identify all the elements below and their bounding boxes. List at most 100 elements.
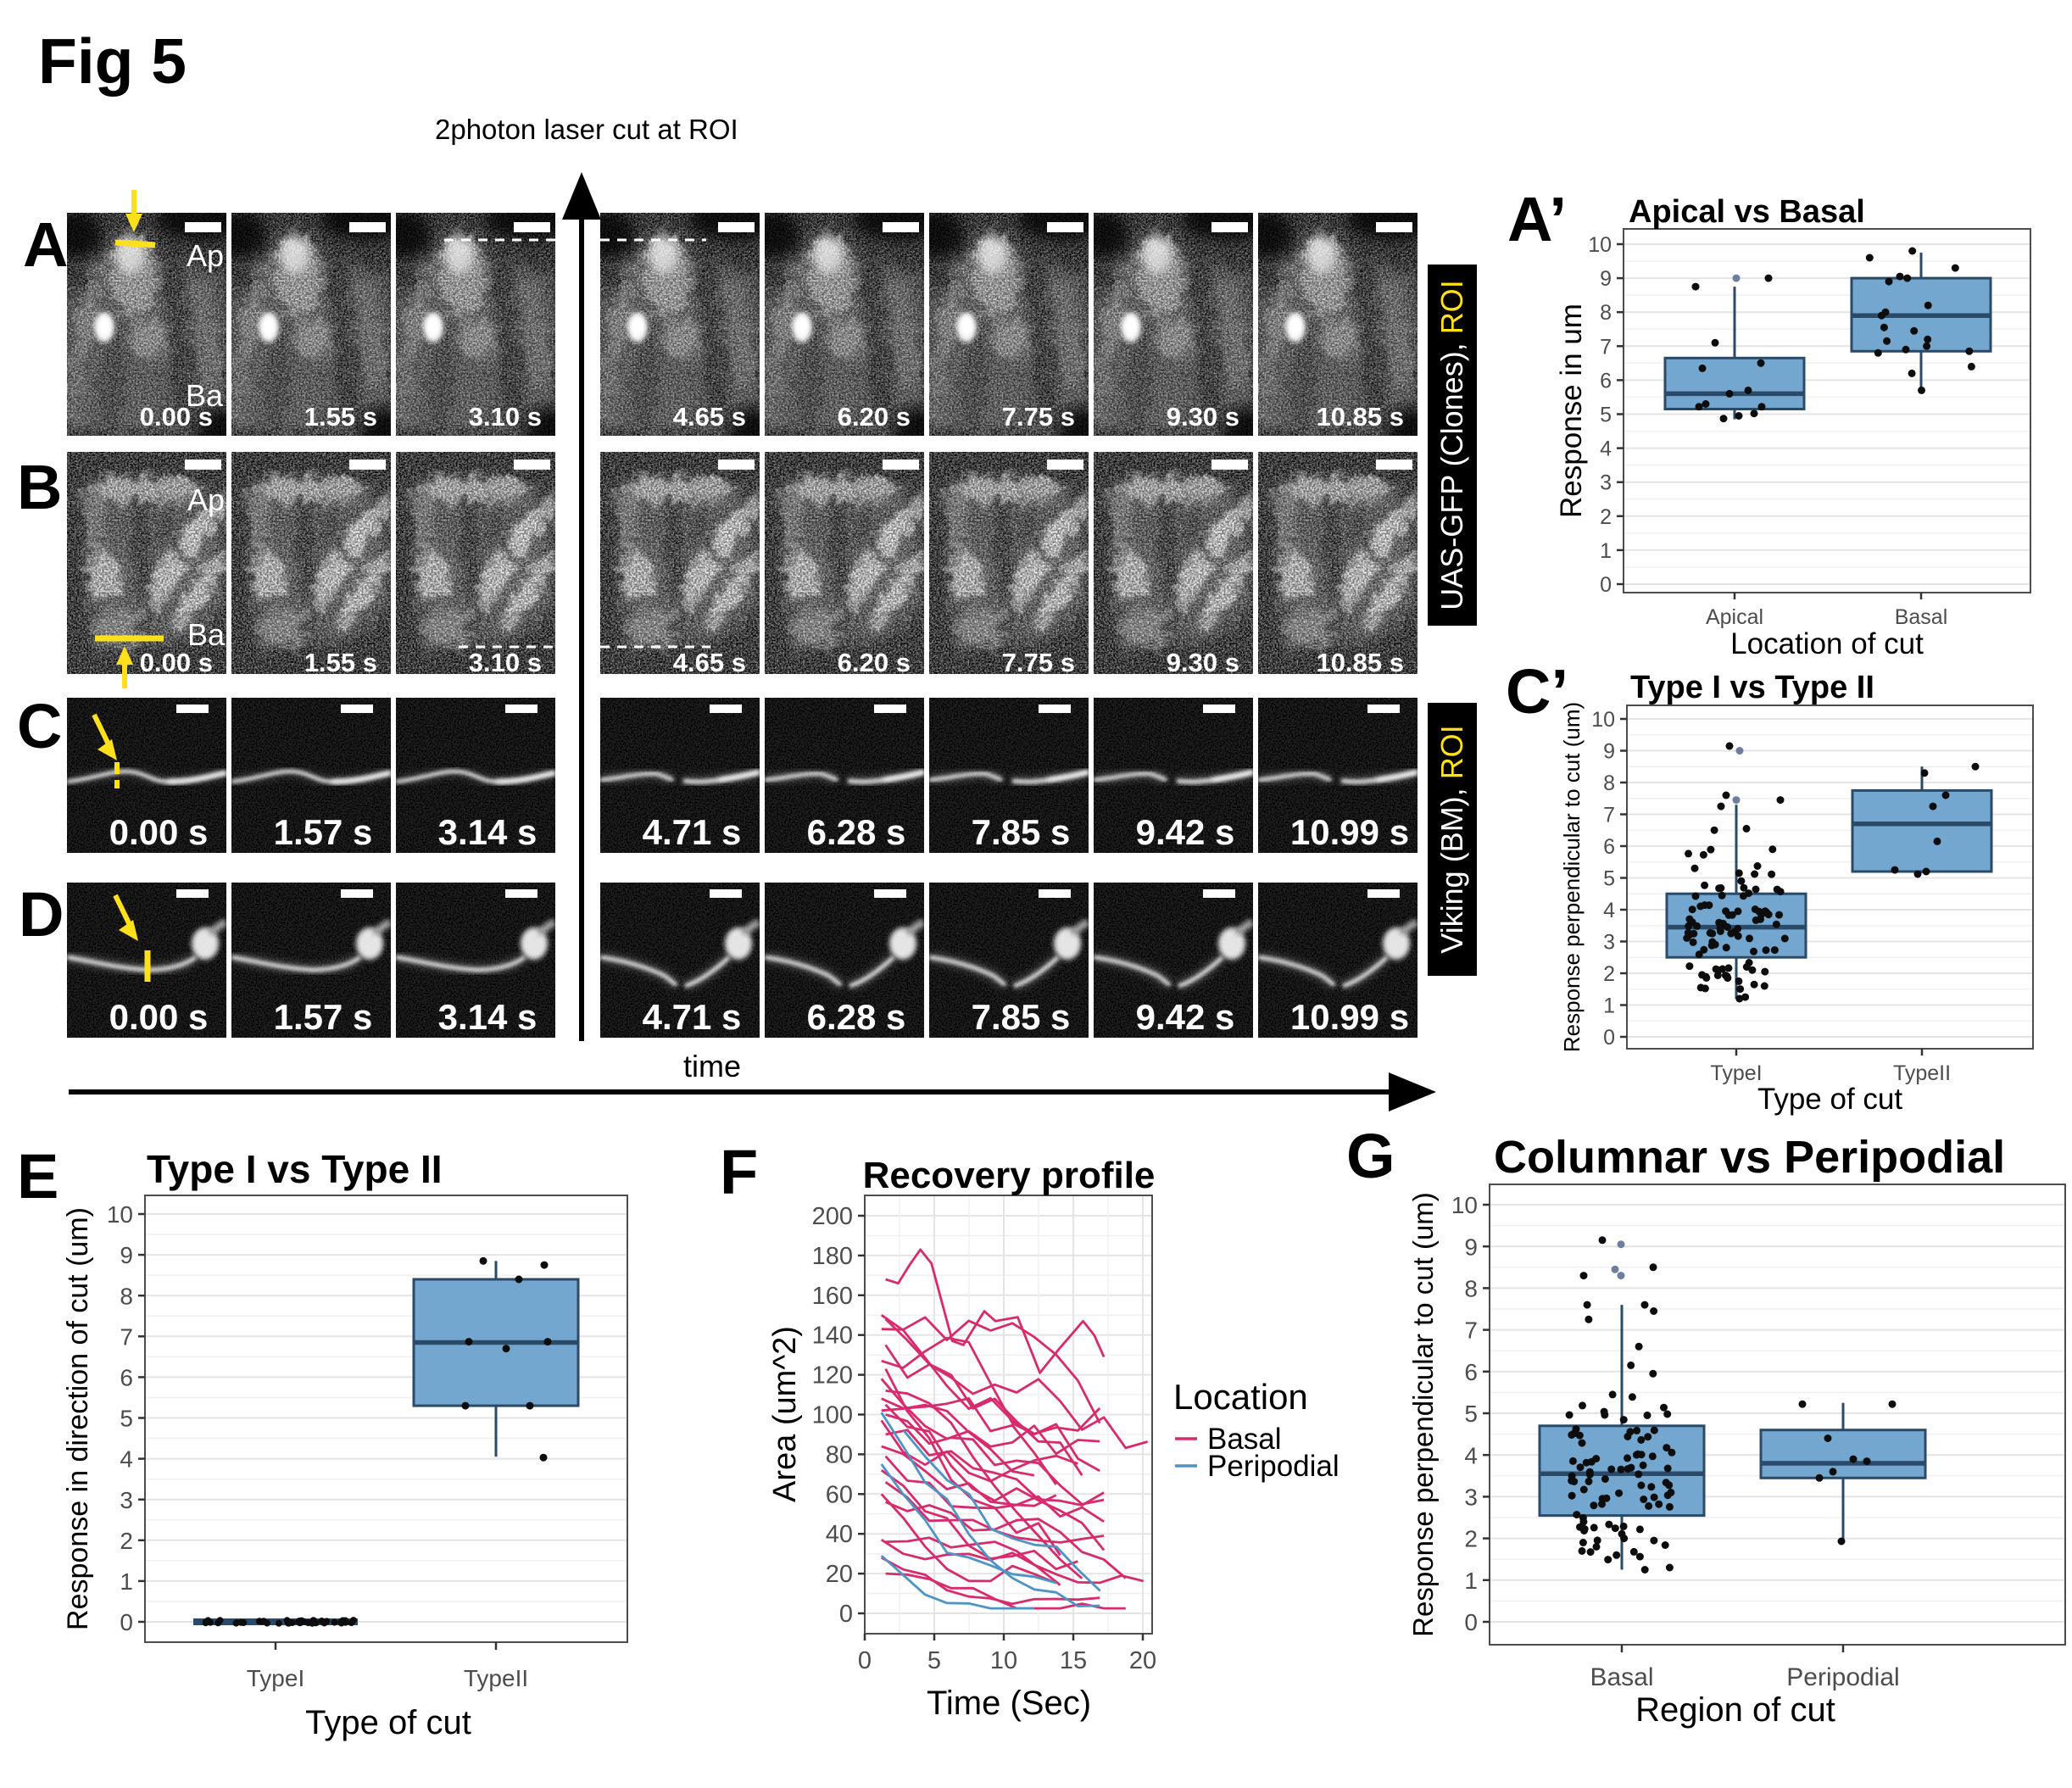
svg-text:7: 7 bbox=[120, 1323, 133, 1350]
svg-text:Peripodial: Peripodial bbox=[1207, 1450, 1340, 1483]
svg-text:TypeII: TypeII bbox=[1893, 1061, 1951, 1085]
svg-text:9: 9 bbox=[1603, 740, 1615, 764]
svg-text:3.10 s: 3.10 s bbox=[469, 402, 542, 432]
svg-text:0.00 s: 0.00 s bbox=[140, 648, 213, 677]
svg-text:3.14 s: 3.14 s bbox=[438, 997, 537, 1037]
svg-text:Response in direction of cut (: Response in direction of cut (um) bbox=[62, 1207, 94, 1630]
svg-text:3.10 s: 3.10 s bbox=[469, 648, 542, 677]
svg-text:6: 6 bbox=[1464, 1359, 1478, 1385]
svg-text:Apical vs Basal: Apical vs Basal bbox=[1629, 194, 1865, 230]
svg-text:6.20 s: 6.20 s bbox=[838, 648, 911, 677]
svg-text:3: 3 bbox=[1603, 931, 1615, 955]
svg-text:E: E bbox=[17, 1141, 58, 1211]
svg-text:1.55 s: 1.55 s bbox=[304, 402, 377, 432]
svg-text:3.14 s: 3.14 s bbox=[438, 812, 537, 852]
svg-text:7: 7 bbox=[1464, 1317, 1478, 1344]
svg-text:0: 0 bbox=[1603, 1026, 1615, 1050]
svg-text:7.75 s: 7.75 s bbox=[1002, 402, 1075, 432]
svg-text:8: 8 bbox=[1464, 1275, 1478, 1301]
svg-text:Ba: Ba bbox=[186, 378, 224, 413]
svg-text:3: 3 bbox=[1600, 471, 1612, 495]
svg-text:4: 4 bbox=[1600, 437, 1612, 461]
svg-text:1.55 s: 1.55 s bbox=[304, 648, 377, 677]
svg-text:1: 1 bbox=[120, 1568, 133, 1595]
svg-text:10: 10 bbox=[990, 1647, 1017, 1674]
svg-text:2: 2 bbox=[1464, 1526, 1478, 1552]
svg-text:20: 20 bbox=[826, 1561, 853, 1588]
svg-text:1.57 s: 1.57 s bbox=[274, 812, 373, 852]
svg-text:time: time bbox=[683, 1049, 741, 1083]
svg-text:Ap: Ap bbox=[187, 482, 225, 517]
svg-text:5: 5 bbox=[1600, 404, 1612, 427]
svg-text:Type of cut: Type of cut bbox=[1757, 1083, 1902, 1116]
svg-text:40: 40 bbox=[826, 1521, 853, 1548]
svg-text:TypeI: TypeI bbox=[1710, 1061, 1762, 1085]
svg-text:8: 8 bbox=[1600, 301, 1612, 325]
svg-text:Location of cut: Location of cut bbox=[1730, 627, 1924, 660]
svg-text:Viking (BM), ROI: Viking (BM), ROI bbox=[1434, 725, 1469, 953]
svg-text:7: 7 bbox=[1603, 804, 1615, 827]
svg-text:10.85 s: 10.85 s bbox=[1317, 648, 1404, 677]
svg-text:Time (Sec): Time (Sec) bbox=[927, 1685, 1091, 1722]
svg-text:7: 7 bbox=[1600, 335, 1612, 359]
svg-text:7.85 s: 7.85 s bbox=[972, 812, 1071, 852]
svg-text:2: 2 bbox=[1600, 505, 1612, 529]
svg-text:9.42 s: 9.42 s bbox=[1136, 812, 1235, 852]
svg-text:140: 140 bbox=[812, 1323, 853, 1350]
svg-text:Area (um^2): Area (um^2) bbox=[767, 1326, 803, 1502]
svg-text:10.99 s: 10.99 s bbox=[1290, 997, 1409, 1037]
svg-text:Type of cut: Type of cut bbox=[305, 1704, 471, 1741]
svg-text:3: 3 bbox=[120, 1487, 133, 1513]
svg-text:200: 200 bbox=[812, 1203, 853, 1230]
svg-text:2photon laser cut at ROI: 2photon laser cut at ROI bbox=[435, 114, 738, 145]
svg-text:5: 5 bbox=[1464, 1401, 1478, 1427]
svg-text:6.28 s: 6.28 s bbox=[807, 997, 906, 1037]
svg-text:0.00 s: 0.00 s bbox=[140, 402, 213, 432]
svg-text:180: 180 bbox=[812, 1243, 853, 1270]
svg-text:10: 10 bbox=[1591, 708, 1615, 732]
svg-text:9.30 s: 9.30 s bbox=[1167, 402, 1239, 432]
svg-text:TypeI: TypeI bbox=[247, 1665, 304, 1691]
svg-text:Recovery profile: Recovery profile bbox=[863, 1155, 1156, 1196]
svg-text:Response perpendicular to cut: Response perpendicular to cut (um) bbox=[1559, 702, 1585, 1052]
svg-text:6.20 s: 6.20 s bbox=[838, 402, 911, 432]
svg-text:0: 0 bbox=[839, 1601, 853, 1628]
svg-text:0: 0 bbox=[1600, 573, 1612, 597]
svg-text:10: 10 bbox=[107, 1201, 133, 1228]
svg-text:7.85 s: 7.85 s bbox=[972, 997, 1071, 1037]
svg-text:120: 120 bbox=[812, 1362, 853, 1390]
svg-text:60: 60 bbox=[826, 1481, 853, 1508]
svg-text:6: 6 bbox=[120, 1364, 133, 1390]
svg-text:6: 6 bbox=[1600, 369, 1612, 393]
svg-text:20: 20 bbox=[1129, 1647, 1156, 1674]
svg-text:C: C bbox=[17, 691, 62, 761]
svg-text:Basal: Basal bbox=[1590, 1663, 1653, 1691]
svg-text:Columnar vs Peripodial: Columnar vs Peripodial bbox=[1494, 1132, 2005, 1183]
svg-text:A’: A’ bbox=[1507, 184, 1567, 254]
svg-text:4: 4 bbox=[1603, 899, 1615, 922]
svg-text:5: 5 bbox=[120, 1406, 133, 1432]
svg-text:F: F bbox=[720, 1137, 758, 1207]
svg-text:C’: C’ bbox=[1506, 656, 1568, 727]
svg-text:5: 5 bbox=[1603, 867, 1615, 891]
svg-text:D: D bbox=[19, 879, 64, 950]
svg-text:Peripodial: Peripodial bbox=[1786, 1663, 1899, 1691]
svg-text:3: 3 bbox=[1464, 1484, 1478, 1510]
svg-text:0: 0 bbox=[858, 1647, 872, 1674]
svg-text:UAS-GFP (Clones), ROI: UAS-GFP (Clones), ROI bbox=[1434, 280, 1469, 610]
svg-text:Basal: Basal bbox=[1207, 1423, 1282, 1456]
svg-text:9: 9 bbox=[1600, 267, 1612, 291]
svg-text:TypeII: TypeII bbox=[464, 1665, 528, 1691]
svg-text:4: 4 bbox=[1464, 1442, 1478, 1468]
svg-text:10.99 s: 10.99 s bbox=[1290, 812, 1409, 852]
svg-text:4.71 s: 4.71 s bbox=[643, 997, 742, 1037]
svg-text:6: 6 bbox=[1603, 835, 1615, 859]
svg-text:100: 100 bbox=[812, 1402, 853, 1429]
svg-text:9: 9 bbox=[120, 1242, 133, 1268]
svg-text:Type I vs Type II: Type I vs Type II bbox=[1630, 670, 1874, 705]
svg-text:1: 1 bbox=[1464, 1568, 1478, 1594]
svg-text:10: 10 bbox=[1588, 233, 1612, 257]
svg-text:Type I vs Type II: Type I vs Type II bbox=[147, 1147, 443, 1191]
svg-text:1: 1 bbox=[1600, 539, 1612, 563]
svg-text:Ba: Ba bbox=[187, 617, 226, 652]
